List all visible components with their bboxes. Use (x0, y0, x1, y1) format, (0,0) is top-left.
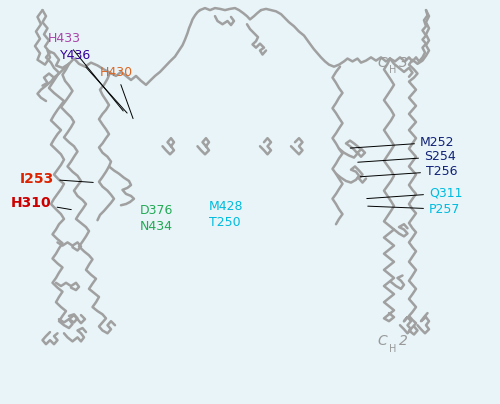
Text: S254: S254 (358, 150, 456, 163)
Text: I253: I253 (20, 172, 93, 185)
Text: H: H (388, 65, 396, 75)
Text: Q311: Q311 (367, 187, 462, 200)
Text: H433: H433 (48, 32, 123, 111)
Text: Y436: Y436 (60, 49, 127, 113)
Text: D376: D376 (140, 204, 173, 217)
Text: P257: P257 (368, 203, 460, 216)
Text: T250: T250 (209, 216, 240, 229)
Text: M428: M428 (209, 200, 244, 213)
Text: M252: M252 (350, 136, 455, 149)
Text: H430: H430 (100, 66, 133, 119)
Text: C: C (378, 56, 387, 69)
Text: C: C (378, 335, 387, 348)
Text: H: H (388, 344, 396, 354)
Text: 2: 2 (398, 335, 407, 348)
Text: T256: T256 (360, 165, 458, 178)
Text: 3: 3 (398, 56, 407, 69)
Text: N434: N434 (140, 220, 173, 233)
Text: H310: H310 (11, 196, 72, 210)
